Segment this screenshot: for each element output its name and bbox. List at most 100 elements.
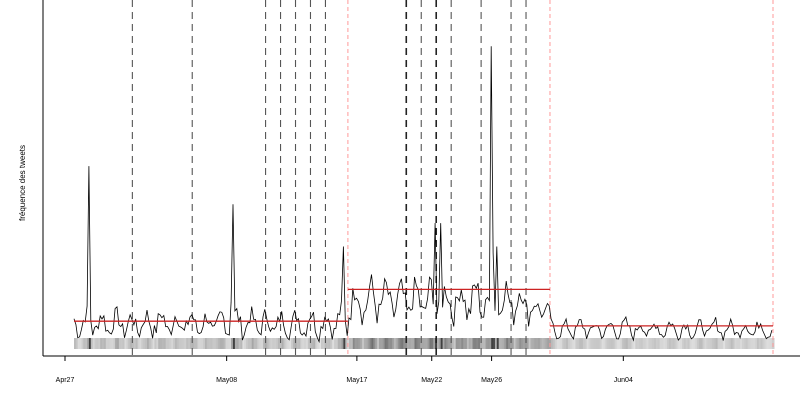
rug-bin: [429, 338, 433, 349]
rug-bin: [109, 338, 113, 349]
rug-bin: [581, 338, 584, 349]
rug-bin: [255, 338, 259, 349]
rug-bin: [468, 338, 472, 349]
rug-bin: [197, 338, 201, 349]
rug-bin: [509, 338, 513, 349]
rug-bin: [246, 338, 249, 349]
rug-bin: [291, 338, 294, 349]
rug-bin: [504, 338, 507, 349]
rug-bin: [654, 338, 657, 349]
rug-bin: [367, 338, 371, 349]
rug-bin: [756, 338, 760, 349]
rug-bin: [292, 338, 296, 349]
rug-bin: [259, 338, 262, 349]
axes: [42, 0, 800, 357]
rug-bin: [736, 338, 739, 349]
rug-bin: [652, 338, 655, 349]
rug-bin: [94, 338, 98, 349]
rug-bin: [674, 338, 678, 349]
rug-bin: [238, 338, 242, 349]
rug-bin: [253, 338, 257, 349]
rug-bin: [326, 338, 330, 349]
rug-bin: [165, 338, 169, 349]
rug-bin: [234, 338, 238, 349]
rug-bin: [483, 338, 487, 349]
rug-bin: [446, 338, 449, 349]
rug-bin: [685, 338, 689, 349]
rug-bin: [388, 338, 391, 349]
rug-bin: [268, 338, 272, 349]
y-axis-label: fréquence des tweets: [18, 145, 27, 221]
segment-mean-lines: [73, 288, 773, 327]
rug-bin: [700, 338, 704, 349]
rug-bin: [453, 338, 457, 349]
rug-bin: [412, 338, 416, 349]
rug-bin: [622, 338, 625, 349]
x-tick-label: Jun04: [614, 377, 633, 384]
rug-bin: [175, 338, 178, 349]
rug-bin: [625, 338, 629, 349]
rug-bin: [451, 338, 455, 349]
rug-bin: [755, 338, 758, 349]
rug-bin: [227, 338, 230, 349]
rug-bin: [100, 338, 103, 349]
rug-bin: [75, 338, 79, 349]
rug-bin: [659, 338, 663, 349]
rug-bin: [115, 338, 118, 349]
rug-bin: [526, 338, 530, 349]
rug-bin: [450, 338, 453, 349]
rug-bin: [154, 338, 157, 349]
rug-bin: [459, 338, 462, 349]
rug-bin: [397, 338, 401, 349]
rug-bin: [644, 338, 648, 349]
rug-bin: [171, 338, 174, 349]
rug-bin: [745, 338, 749, 349]
rug-bin: [345, 338, 348, 349]
rug-bin: [596, 338, 599, 349]
rug-bin: [620, 338, 623, 349]
rug-bin: [132, 338, 135, 349]
rug-bin: [680, 338, 683, 349]
rug-bin: [339, 338, 343, 349]
rug-bin: [225, 338, 229, 349]
rug-bin: [493, 338, 496, 349]
rug-bin: [328, 338, 331, 349]
rug-bin: [231, 338, 234, 349]
rug-bin: [87, 338, 90, 349]
rug-bin: [672, 338, 676, 349]
rug-bin: [627, 338, 631, 349]
rug-bin: [567, 338, 571, 349]
x-ticks: Apr27 May08 May17 May22 May26 Jun04: [56, 356, 633, 384]
rug-bin: [279, 338, 283, 349]
rug-bin: [562, 338, 565, 349]
rug-bin: [491, 338, 494, 349]
rug-bin: [710, 338, 713, 349]
rug-bin: [298, 338, 302, 349]
rug-bin: [272, 338, 275, 349]
rug-bin: [147, 338, 150, 349]
rug-bin: [186, 338, 189, 349]
rug-bin: [248, 338, 251, 349]
rug-bin: [571, 338, 575, 349]
rug-bin: [356, 338, 360, 349]
rug-bin: [360, 338, 363, 349]
rug-bin: [341, 338, 345, 349]
rug-bin: [143, 338, 146, 349]
rug-bin: [601, 338, 605, 349]
rug-bin: [511, 338, 515, 349]
rug-bin: [416, 338, 419, 349]
rug-bin: [182, 338, 186, 349]
rug-bin: [642, 338, 646, 349]
rug-bin: [128, 338, 131, 349]
rug-bin: [156, 338, 159, 349]
rug-bin: [410, 338, 414, 349]
rug-bin: [727, 338, 730, 349]
rug-bin: [569, 338, 573, 349]
rug-bin: [221, 338, 225, 349]
rug-bin: [270, 338, 273, 349]
rug-bin: [130, 338, 133, 349]
rug-bin: [111, 338, 114, 349]
rug-bin: [401, 338, 404, 349]
rug-bin: [508, 338, 511, 349]
